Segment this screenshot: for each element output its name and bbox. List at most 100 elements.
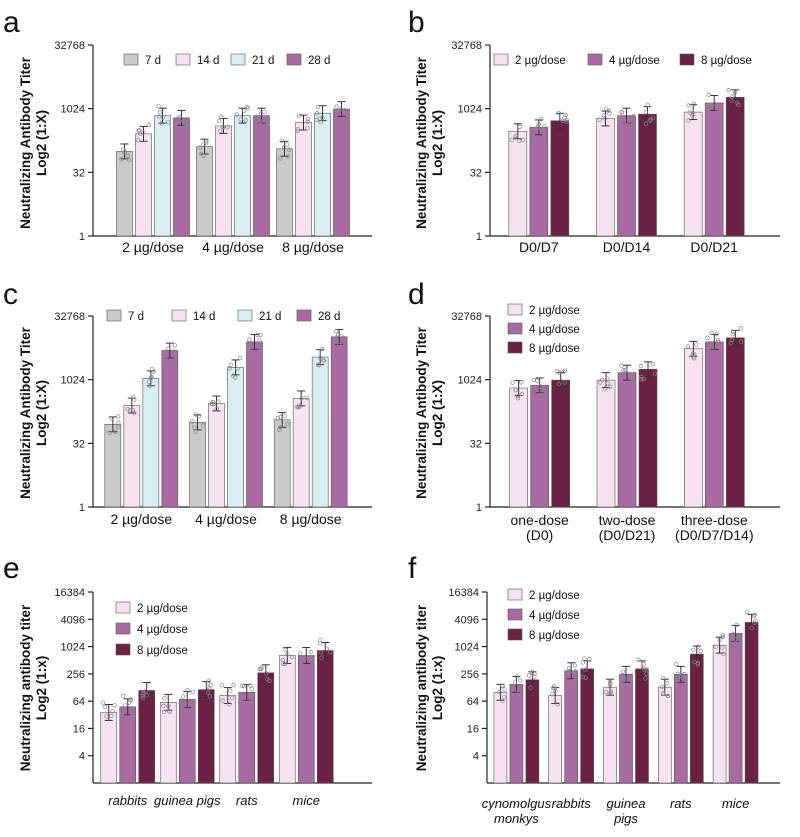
data-point — [573, 669, 578, 674]
data-point — [281, 144, 287, 150]
data-point — [231, 373, 236, 378]
data-point — [686, 103, 691, 108]
data-point — [286, 147, 292, 152]
data-point — [162, 709, 167, 714]
data-point — [621, 677, 626, 683]
bar — [603, 686, 617, 784]
data-point — [338, 107, 343, 112]
data-point — [319, 655, 324, 660]
data-point — [682, 671, 687, 677]
data-point — [529, 671, 534, 676]
data-point — [125, 407, 130, 412]
data-point — [255, 332, 260, 337]
data-point — [245, 106, 251, 111]
data-point — [342, 107, 347, 113]
data-point — [262, 109, 267, 115]
data-point — [513, 387, 518, 393]
legend-swatch — [587, 53, 603, 66]
y-tick-label: 32768 — [54, 40, 85, 52]
data-point — [314, 117, 319, 123]
x-tick-label: guinea pigs — [606, 796, 645, 826]
data-point — [562, 115, 567, 121]
data-point — [664, 681, 669, 686]
data-point — [705, 335, 710, 340]
data-point — [162, 696, 167, 701]
data-point — [318, 638, 323, 643]
data-point — [126, 157, 132, 163]
data-point — [147, 383, 152, 389]
data-point — [264, 671, 269, 676]
y-tick-label: 256 — [67, 669, 85, 681]
bar — [683, 111, 703, 237]
bar — [726, 337, 745, 508]
y-axis-label: Neutralizing Antibody TiterLog2 (1:X) — [414, 326, 445, 499]
data-point — [726, 88, 731, 93]
data-point — [638, 364, 644, 369]
data-point — [509, 137, 514, 142]
bar — [673, 674, 688, 784]
bar — [638, 369, 658, 508]
data-point — [627, 375, 633, 381]
data-point — [516, 689, 521, 694]
bar — [744, 622, 759, 784]
data-point — [631, 380, 636, 385]
data-point — [162, 349, 168, 354]
data-point — [540, 384, 545, 389]
data-point — [294, 404, 300, 410]
legend-swatch — [230, 53, 246, 66]
y-tick-label: 64 — [73, 696, 85, 708]
data-point — [751, 613, 757, 618]
data-point — [167, 709, 172, 714]
data-point — [643, 109, 649, 115]
legend-swatch — [106, 309, 122, 322]
data-point — [166, 704, 171, 709]
data-point — [641, 662, 646, 667]
data-point — [318, 650, 323, 655]
data-point — [661, 675, 666, 681]
data-point — [240, 683, 245, 688]
data-point — [620, 669, 625, 674]
data-point — [342, 116, 347, 122]
y-tick-label: 32 — [470, 167, 482, 179]
data-point — [316, 363, 322, 368]
data-point — [568, 668, 573, 674]
data-point — [299, 659, 305, 664]
data-point — [729, 98, 734, 103]
legend-label: 4 µg/dose — [137, 624, 188, 636]
data-point — [720, 633, 726, 638]
data-point — [278, 415, 283, 420]
data-point — [689, 113, 695, 118]
bar — [197, 689, 215, 784]
legend-label: 4 µg/dose — [529, 610, 580, 622]
data-point — [216, 118, 222, 124]
data-point — [554, 369, 560, 374]
data-point — [193, 429, 198, 434]
data-point — [214, 406, 219, 411]
bar — [297, 655, 315, 784]
data-point — [753, 618, 758, 623]
data-point — [110, 709, 115, 714]
bar — [509, 684, 524, 784]
data-point — [304, 395, 309, 400]
data-point — [502, 687, 507, 692]
data-point — [661, 691, 666, 696]
data-point — [180, 694, 186, 699]
data-point — [644, 671, 649, 676]
bar — [154, 115, 171, 237]
data-point — [149, 375, 154, 380]
chart-panel-d: d Neutralizing Antibody TiterLog2 (1:X) 1 3… — [408, 278, 780, 543]
legend-swatch — [115, 601, 131, 614]
data-point — [246, 346, 251, 351]
y-tick-label: 1 — [79, 231, 85, 243]
data-point — [557, 370, 562, 375]
x-tick-label: 8 µg/dose — [280, 511, 342, 527]
data-point — [305, 125, 310, 131]
data-point — [631, 114, 636, 119]
bar — [227, 367, 244, 508]
data-point — [132, 410, 137, 416]
data-point — [660, 684, 665, 689]
data-point — [644, 667, 649, 672]
data-point — [622, 122, 627, 127]
panel-label: a — [3, 6, 20, 39]
data-point — [715, 339, 721, 344]
